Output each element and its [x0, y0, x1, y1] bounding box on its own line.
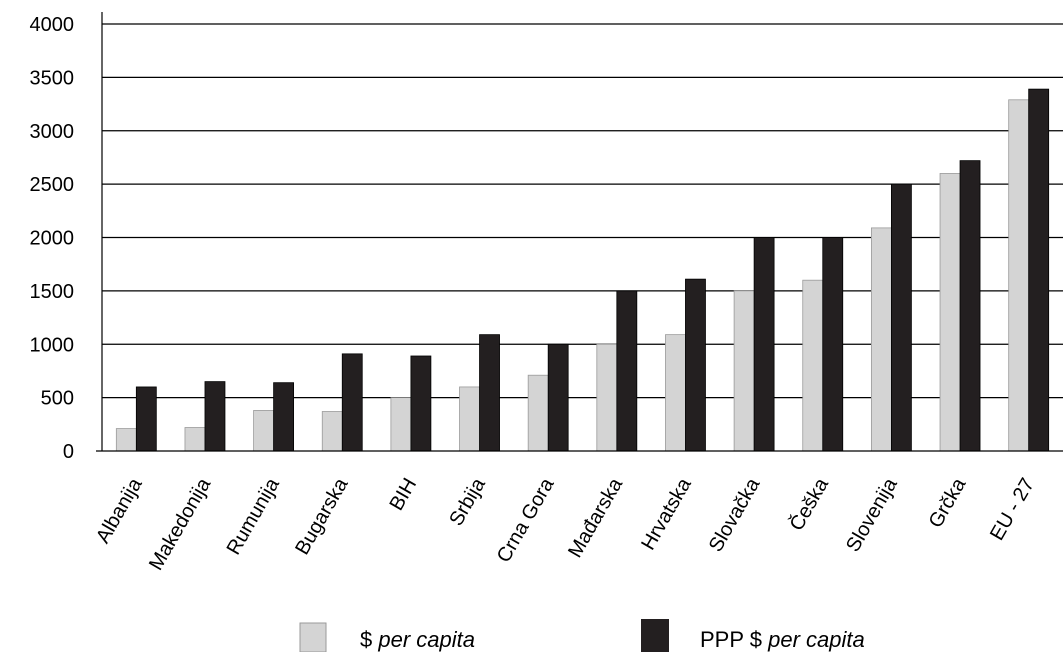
legend-swatch-per-capita	[300, 623, 326, 652]
bar-slovenija-series-1	[891, 184, 911, 451]
x-tick-label-rumunija: Rumunija	[223, 474, 285, 559]
bar-rumunija-series-1	[274, 383, 294, 451]
bar-makedonija-series-0	[185, 428, 205, 451]
bar-eu-27-series-0	[1009, 100, 1029, 451]
x-tick-label-slova-ka: Slovačka	[705, 474, 765, 556]
bar-bih-series-0	[391, 398, 411, 451]
bars	[116, 89, 1048, 451]
bar-srbija-series-1	[480, 335, 500, 451]
legend-italic-ppp-per-capita: per capita	[767, 627, 865, 652]
x-tick-label-albanija: Albanija	[92, 474, 147, 547]
x-tick-label-e-ka: Češka	[785, 473, 834, 534]
y-tick-label-2500: 2500	[30, 174, 75, 196]
bar-makedonija-series-1	[205, 382, 225, 451]
bar-hrvatska-series-0	[665, 335, 685, 451]
y-tick-label-1000: 1000	[30, 334, 75, 356]
y-tick-label-1500: 1500	[30, 281, 75, 303]
legend: $ per capita PPP $ per capita	[300, 619, 865, 652]
bar-ma-arska-series-0	[597, 344, 617, 451]
legend-label-ppp-per-capita: PPP $ per capita	[700, 627, 865, 652]
bar-bugarska-series-1	[342, 354, 362, 451]
bar-e-ka-series-1	[823, 238, 843, 452]
x-tick-label-bih: BIH	[385, 475, 421, 515]
bar-hrvatska-series-1	[685, 279, 705, 451]
x-tick-label-bugarska: Bugarska	[291, 474, 353, 559]
bar-rumunija-series-0	[254, 410, 274, 451]
y-tick-label-0: 0	[63, 441, 74, 463]
bar-albanija-series-1	[136, 387, 156, 451]
legend-label-per-capita: $ per capita	[360, 627, 475, 652]
y-tick-label-4000: 4000	[30, 14, 75, 36]
x-tick-label-srbija: Srbija	[445, 474, 490, 530]
bar-slova-ka-series-0	[734, 291, 754, 451]
bar-bih-series-1	[411, 356, 431, 451]
y-tick-label-3500: 3500	[30, 67, 75, 89]
y-tick-label-2000: 2000	[30, 228, 75, 250]
x-tick-label-hrvatska: Hrvatska	[637, 474, 696, 554]
x-tick-label-eu-27: EU - 27	[986, 475, 1039, 545]
bar-e-ka-series-0	[803, 280, 823, 451]
bar-srbija-series-0	[460, 387, 480, 451]
x-tick-label-ma-arska: Mađarska	[564, 474, 627, 562]
gridlines	[102, 24, 1063, 398]
y-axis-tick-labels: 0 500 1000 1500 2000 2500 3000 3500 4000	[30, 14, 75, 463]
x-tick-label-gr-ka: Grčka	[925, 474, 971, 532]
y-tick-label-500: 500	[41, 388, 74, 410]
bar-ma-arska-series-1	[617, 291, 637, 451]
bar-albanija-series-0	[116, 429, 136, 451]
bar-slova-ka-series-1	[754, 238, 774, 452]
bar-eu-27-series-1	[1029, 89, 1049, 451]
bar-gr-ka-series-1	[960, 161, 980, 451]
legend-prefix-per-capita: $	[360, 627, 378, 652]
x-tick-label-crna-gora: Crna Gora	[493, 474, 559, 567]
legend-italic-per-capita: per capita	[377, 627, 475, 652]
bar-crna-gora-series-1	[548, 344, 568, 451]
bar-gr-ka-series-0	[940, 173, 960, 451]
bar-bugarska-series-0	[322, 412, 342, 451]
bar-slovenija-series-0	[871, 228, 891, 451]
legend-swatch-ppp-per-capita	[641, 619, 669, 652]
x-tick-label-makedonija: Makedonija	[145, 474, 216, 574]
y-tick-label-3000: 3000	[30, 121, 75, 143]
x-tick-label-slovenija: Slovenija	[842, 474, 902, 556]
bar-crna-gora-series-0	[528, 375, 548, 451]
legend-prefix-ppp-per-capita: PPP $	[700, 627, 768, 652]
